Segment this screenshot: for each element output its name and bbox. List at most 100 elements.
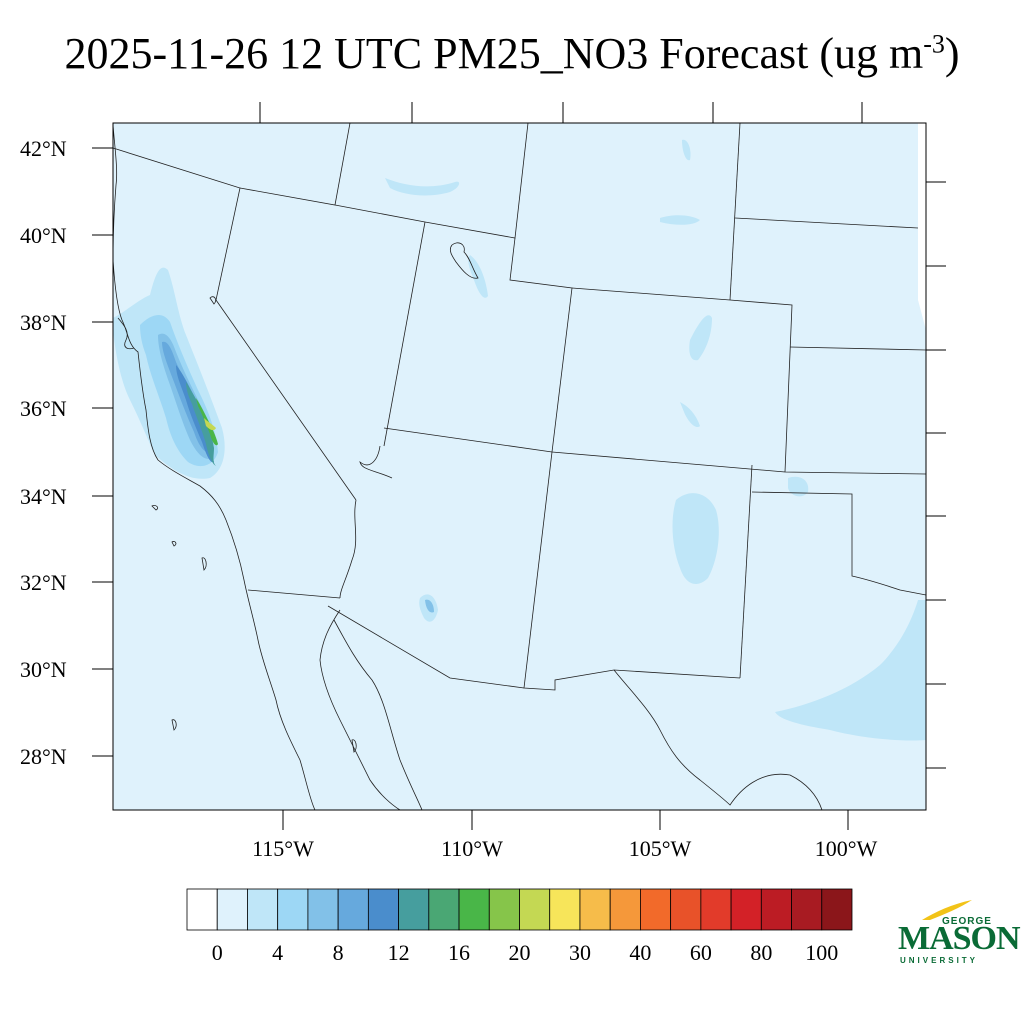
colorbar	[186, 888, 853, 931]
gmu-logo: GEORGE MASON UNIVERSITY	[898, 898, 1021, 968]
colorbar-label: 80	[750, 940, 773, 965]
colorbar-swatch	[186, 888, 218, 931]
coast-islands-3	[201, 557, 207, 571]
plume-level-8	[204, 418, 216, 431]
logo-mason: MASON	[898, 920, 1021, 957]
boundary-ks-ne	[789, 346, 927, 351]
colorbar-swatch	[367, 888, 399, 931]
colorbar-swatch	[700, 888, 732, 931]
map-frame	[112, 122, 927, 811]
plume-arizona-core	[425, 599, 434, 613]
boundary-wy-ne	[729, 122, 741, 301]
coast-tiburon	[351, 739, 357, 753]
colorbar-label: 4	[272, 940, 284, 965]
colorbar-swatch	[791, 888, 823, 931]
boundary-id-ut	[334, 122, 529, 239]
colorbar-swatch	[428, 888, 460, 931]
boundary-ut-co	[509, 237, 573, 453]
boundary-ca-az	[339, 499, 357, 599]
colorbar-swatch	[337, 888, 369, 931]
colorbar-label: 16	[448, 940, 471, 965]
boundary-colorado-river	[359, 445, 393, 479]
lat-label-28: 28°N	[20, 744, 67, 769]
coast-islands-2	[171, 541, 177, 547]
map-background	[113, 123, 926, 810]
colorbar-swatch	[247, 888, 279, 931]
boundary-az-nm	[523, 451, 741, 691]
colorbar-swatch	[277, 888, 309, 931]
map-title: 2025-11-26 12 UTC PM25_NO3 Forecast (ug …	[0, 28, 1024, 79]
colorbar-label: 20	[508, 940, 531, 965]
coast-gsl	[449, 242, 479, 279]
colorbar-swatch	[519, 888, 551, 931]
plume-idaho	[385, 178, 460, 196]
colorbar-swatch	[216, 888, 248, 931]
plume-utah	[468, 255, 488, 298]
right-ticks	[926, 181, 946, 769]
lon-label-115: 115°W	[252, 836, 314, 861]
no-data-region	[918, 123, 926, 330]
colorbar-label: 40	[629, 940, 652, 965]
lat-label-30: 30°N	[20, 657, 67, 682]
colorbar-swatch	[609, 888, 641, 931]
colorbar-label: 0	[211, 940, 223, 965]
boundary-nm-ok-tx	[739, 464, 753, 679]
logo-george: GEORGE	[942, 916, 992, 927]
lat-label-38: 38°N	[20, 310, 67, 335]
coast-lake-tahoe	[209, 296, 217, 305]
lat-label-36: 36°N	[20, 396, 67, 421]
lon-ticks	[282, 810, 849, 830]
boundary-ca-or-nv	[112, 147, 357, 501]
colorbar-label: 8	[332, 940, 344, 965]
boundary-az-mx	[327, 605, 525, 689]
title-superscript: -3	[923, 29, 945, 59]
state-boundaries	[112, 122, 927, 691]
lon-label-110: 110°W	[441, 836, 503, 861]
colorbar-swatch	[549, 888, 581, 931]
coast-island-4	[171, 719, 177, 731]
plume-new-mexico	[672, 493, 719, 584]
lon-label-105: 105°W	[629, 836, 692, 861]
colorbar-label: 60	[689, 940, 712, 965]
colorbar-swatch	[640, 888, 672, 931]
lat-label-42: 42°N	[20, 136, 67, 161]
plume-nebraska	[660, 215, 700, 225]
top-ticks	[259, 102, 863, 123]
colorbar-swatch	[821, 888, 853, 931]
coast-baja-east	[319, 609, 401, 811]
lat-label-40: 40°N	[20, 223, 67, 248]
coast-islands-1	[151, 505, 159, 511]
colorbar-label: 30	[568, 940, 591, 965]
boundary-ne-sd	[734, 217, 919, 229]
plume-kansas-ok	[788, 476, 809, 497]
boundary-wy-co	[571, 287, 793, 473]
colorbar-swatch	[398, 888, 430, 931]
colorbar-swatch	[760, 888, 792, 931]
boundary-nv-ut-az	[383, 221, 426, 447]
colorbar-label: 12	[387, 940, 410, 965]
lon-label-100: 100°W	[815, 836, 878, 861]
plume-texas	[775, 600, 926, 741]
boundary-ut-az	[383, 427, 927, 475]
lat-label-32: 32°N	[20, 570, 67, 595]
colorbar-swatch	[670, 888, 702, 931]
lat-label-34: 34°N	[20, 484, 67, 509]
colorbar-swatch	[458, 888, 490, 931]
plume-level-6	[186, 382, 216, 466]
title-text: 2025-11-26 12 UTC PM25_NO3 Forecast (ug …	[64, 29, 924, 78]
lat-ticks	[92, 147, 113, 757]
logo-university: UNIVERSITY	[900, 956, 979, 965]
plume-wyoming	[682, 139, 691, 161]
colorbar-label: 100	[805, 940, 839, 965]
coast-mainland-mx	[333, 619, 423, 811]
colorbar-swatch	[579, 888, 611, 931]
boundary-ok	[751, 491, 927, 596]
colorbar-swatch	[488, 888, 520, 931]
plume-colorado	[689, 315, 712, 361]
coast-texas-rio	[613, 669, 823, 811]
boundary-ca-mx	[247, 589, 341, 599]
colorbar-swatch	[730, 888, 762, 931]
concentration-plumes	[113, 139, 926, 741]
plume-colorado-2	[680, 402, 700, 428]
